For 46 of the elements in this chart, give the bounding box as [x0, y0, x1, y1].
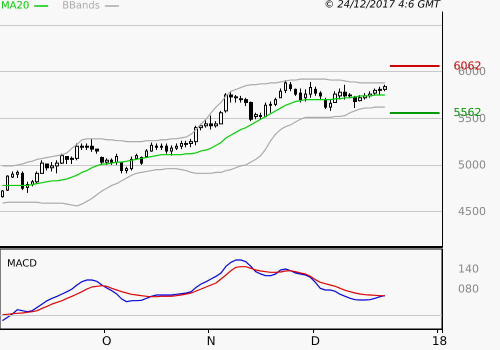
candlestick: [299, 88, 302, 103]
candlestick: [279, 88, 282, 98]
candlestick: [289, 81, 292, 92]
candlestick: [319, 90, 322, 100]
candlestick: [309, 81, 312, 98]
candlestick: [314, 86, 317, 96]
x-tick-label: N: [206, 334, 216, 348]
candlestick: [269, 101, 272, 114]
candlestick: [145, 148, 148, 158]
candlestick: [284, 80, 287, 94]
candlestick: [6, 174, 9, 192]
candlestick: [120, 162, 123, 174]
candlestick: [150, 142, 153, 152]
line-series: [2, 106, 386, 207]
candlestick: [329, 99, 332, 112]
candlestick: [165, 142, 168, 154]
y-tick-label: 140: [458, 262, 479, 276]
x-tick-label: O: [102, 334, 112, 348]
candlestick: [155, 142, 158, 151]
line-series: [2, 259, 386, 322]
candlestick: [170, 144, 173, 156]
line-series: [2, 94, 386, 186]
y-tick-label: 5000: [458, 158, 486, 172]
x-tick-label: D: [310, 334, 320, 348]
candlestick: [1, 190, 4, 198]
candlestick: [160, 142, 163, 151]
x-tick-label: 18: [432, 334, 448, 348]
legend-label: BBands: [62, 0, 100, 12]
candlestick: [274, 97, 277, 107]
candlestick: [125, 166, 128, 174]
candlestick: [304, 88, 307, 102]
line-series: [2, 78, 386, 166]
candlestick: [175, 142, 178, 151]
candlestick: [21, 170, 24, 191]
candlestick: [264, 102, 267, 117]
legend-label: MA20: [0, 0, 30, 12]
candlestick: [11, 170, 14, 178]
y-tick-label: 4500: [458, 205, 486, 218]
text: © 24/12/2017 4:6 GMT: [324, 0, 441, 10]
candlestick: [16, 170, 19, 178]
y-tick-label: 080: [458, 282, 479, 296]
candlestick: [115, 153, 118, 166]
candlestick: [294, 88, 297, 96]
line-series: [2, 266, 386, 316]
text: MACD: [7, 258, 38, 270]
candlestick: [135, 153, 138, 159]
